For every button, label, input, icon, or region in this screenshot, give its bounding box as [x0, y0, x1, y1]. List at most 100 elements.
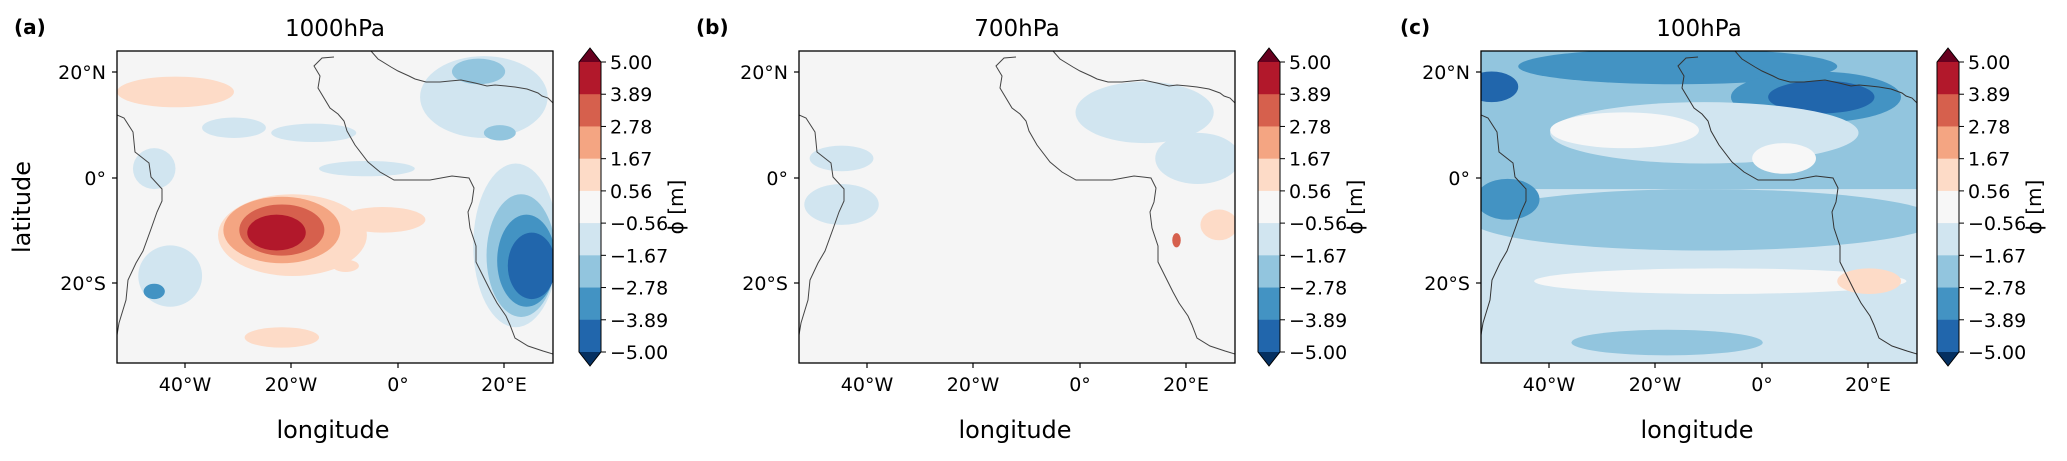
colorbar-tick-label: 1.67 [1968, 149, 2010, 171]
x-tick-label: 40°W [841, 374, 894, 396]
colorbar-segment [1258, 126, 1280, 160]
colorbar-segment [579, 158, 601, 192]
colorbar-segment [1258, 190, 1280, 224]
y-tick-label: 20°N [740, 62, 788, 84]
colorbar-segment [1258, 158, 1280, 192]
y-tick-label: 20°N [1422, 62, 1470, 84]
x-tick-label: 20°E [1163, 374, 1209, 396]
colorbar-segment [1937, 287, 1959, 321]
x-tick-label: 0° [1069, 374, 1091, 396]
y-axis-label: latitude [8, 161, 36, 253]
y-tick-label: 0° [766, 168, 788, 190]
colorbar-segment [1937, 62, 1959, 95]
panel-title: 700hPa [974, 16, 1059, 42]
colorbar-segment [579, 62, 601, 95]
colorbar-segment [1937, 255, 1959, 289]
contour-region [1518, 51, 1838, 85]
x-axis-label: longitude [276, 416, 389, 444]
x-tick-label: 20°W [265, 374, 318, 396]
y-tick-label: 20°N [58, 62, 106, 84]
contour-region [244, 327, 320, 348]
colorbar-tick-label: −2.78 [610, 278, 668, 300]
colorbar-tick-label: 5.00 [1289, 52, 1331, 74]
colorbar-tick-label: 0.56 [1289, 181, 1331, 203]
colorbar-segment [579, 94, 601, 127]
coastline [799, 51, 1235, 355]
contour-region [319, 160, 415, 177]
colorbar-segment [1258, 62, 1280, 95]
colorbar-segment [1937, 94, 1959, 127]
colorbar-tick-label: 0.56 [1968, 181, 2010, 203]
colorbar-tick-label: 2.78 [610, 116, 652, 138]
contour-region [1075, 81, 1214, 144]
contour-region [117, 76, 234, 108]
colorbar-segment [579, 319, 601, 353]
contour-region [804, 183, 879, 225]
colorbar-tick-label: −0.56 [1968, 213, 2026, 235]
colorbar-segment [1258, 319, 1280, 353]
contour-region [1768, 80, 1875, 114]
colorbar-tick-label: 2.78 [1289, 116, 1331, 138]
colorbar-extend-min [1258, 352, 1280, 366]
panel-a: (a) 1000hPa 20°N 0° 20°S latitude 40°W 2… [8, 15, 688, 444]
contour-region [1172, 233, 1181, 248]
colorbar-extend-min [1937, 352, 1959, 366]
contour-region [1481, 178, 1540, 220]
colorbar-tick-label: −1.67 [1968, 245, 2026, 267]
colorbar-tick-label: −0.56 [610, 213, 668, 235]
map-frame [116, 50, 554, 364]
colorbar-segment [579, 287, 601, 321]
y-tick-label: 20°S [1424, 273, 1470, 295]
x-axis: 40°W 20°W 0° 20°E [159, 363, 527, 396]
colorbar-segment [1258, 94, 1280, 127]
colorbar-tick-label: −3.89 [610, 310, 668, 332]
colorbar-segment [1258, 255, 1280, 289]
map-area [1481, 51, 1917, 363]
colorbar-label: ϕ [m] [2022, 180, 2046, 235]
contour-region [451, 58, 506, 85]
colorbar: ϕ [m] 5.00 3.89 2.78 1.67 0.56 −0.56 −1.67 −2.7… [578, 47, 688, 367]
panel-tag: (b) [696, 15, 729, 39]
contour-region [1837, 268, 1902, 294]
x-axis: 40°W 20°W 0° 20°E [1523, 363, 1891, 396]
y-axis: 20°N 0° 20°S [740, 62, 799, 295]
x-tick-label: 20°E [481, 374, 527, 396]
panel-tag: (c) [1400, 15, 1430, 39]
x-tick-label: 20°E [1845, 374, 1891, 396]
contour-region [1155, 132, 1235, 184]
panel-title: 100hPa [1656, 16, 1741, 42]
x-tick-label: 0° [1751, 374, 1773, 396]
colorbar-tick-label: 3.89 [610, 84, 652, 106]
colorbar-tick-label: −1.67 [1289, 245, 1347, 267]
y-tick-label: 0° [84, 168, 106, 190]
x-axis-label: longitude [958, 416, 1071, 444]
contour-region [143, 283, 165, 300]
colorbar-segment [1937, 190, 1959, 224]
contour-region [420, 56, 548, 138]
contour-region [247, 214, 306, 251]
y-axis: 20°N 0° 20°S [1422, 62, 1481, 295]
colorbar-segment [579, 255, 601, 289]
y-tick-label: 20°S [60, 273, 106, 295]
colorbar-tick-label: −5.00 [610, 342, 668, 364]
contour-region [1571, 329, 1763, 356]
colorbar-tick-label: 2.78 [1968, 116, 2010, 138]
colorbar-segment [1258, 223, 1280, 256]
colorbar-extend-max [1258, 48, 1280, 62]
contour-region [483, 125, 516, 141]
map-area [117, 51, 553, 363]
colorbar-tick-label: 3.89 [1289, 84, 1331, 106]
coastline [117, 51, 553, 355]
colorbar-tick-label: 1.67 [1289, 149, 1331, 171]
colorbar-label: ϕ [m] [1343, 180, 1367, 235]
contour-region [340, 207, 426, 233]
contour-region [1200, 209, 1235, 241]
contour-region [809, 145, 874, 172]
contour-region [1481, 71, 1519, 103]
contour-region [132, 148, 176, 190]
colorbar-segment [1258, 287, 1280, 321]
x-tick-label: 20°W [947, 374, 1000, 396]
colorbar-segment [579, 223, 601, 256]
colorbar-tick-label: 0.56 [610, 181, 652, 203]
